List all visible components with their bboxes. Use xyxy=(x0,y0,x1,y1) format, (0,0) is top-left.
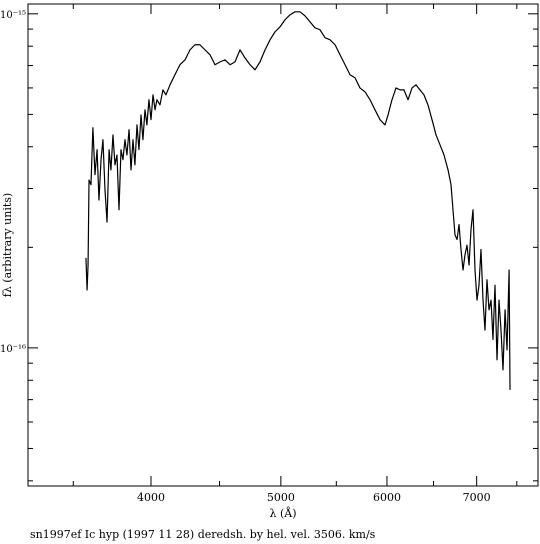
x-tick-label: 6000 xyxy=(373,491,401,504)
y-tick-label: 10⁻¹⁵ xyxy=(0,10,26,21)
x-tick-label: 7000 xyxy=(463,491,491,504)
y-axis-label: fλ (arbitrary units) xyxy=(1,193,14,297)
x-tick-label: 4000 xyxy=(137,491,165,504)
caption: sn1997ef Ic hyp (1997 11 28) deredsh. by… xyxy=(30,528,376,541)
x-axis-label: λ (Å) xyxy=(270,506,297,520)
x-tick-label: 5000 xyxy=(267,491,295,504)
plot-frame xyxy=(27,3,539,487)
y-tick-label: 10⁻¹⁶ xyxy=(0,344,26,355)
spectrum-line xyxy=(85,11,511,390)
